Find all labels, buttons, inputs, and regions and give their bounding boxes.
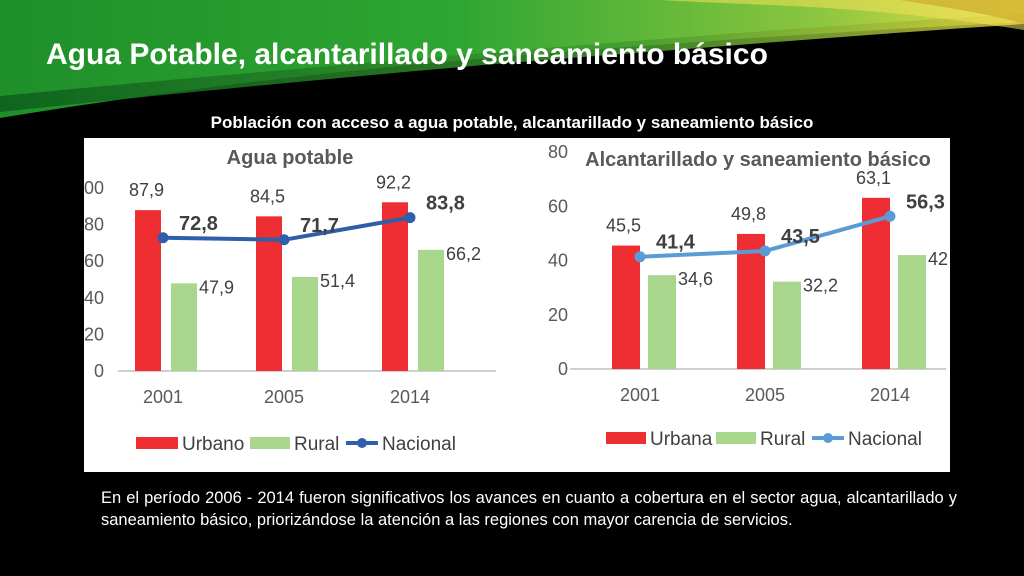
chart-1-national-data-label: 83,8	[426, 193, 465, 215]
chart-panel: Agua potable 0 20 40 60 80 00 2001 2005 2014 87,9 8…	[84, 138, 950, 472]
chart-2-national-data-label: 41,4	[656, 232, 696, 254]
chart-1-urban-data-label: 84,5	[250, 186, 285, 206]
chart-1-urban-data-label: 92,2	[376, 172, 411, 192]
chart-1-rural-bar	[292, 276, 318, 371]
chart-2-national-point	[884, 210, 896, 222]
chart-1-rural-bar	[418, 249, 444, 371]
chart-2-rural-data-label: 32,2	[803, 276, 838, 296]
chart-2-legend-label-rural: Rural	[760, 429, 805, 450]
chart-1-legend-swatch-urban	[136, 437, 178, 449]
body-text: En el período 2006 - 2014 fueron signifi…	[101, 489, 957, 529]
chart-2-legend-swatch-urban	[606, 432, 646, 444]
chart-1-rural-bar	[171, 283, 197, 371]
chart-1-x-tick-label: 2001	[143, 387, 183, 407]
chart-2-title: Alcantarillado y saneamiento básico	[585, 149, 931, 171]
chart-2-rural-data-label: 34,6	[678, 269, 713, 289]
chart-1-national-point	[278, 234, 290, 246]
chart-2-urban-bar	[612, 245, 640, 369]
chart-1-national-point	[404, 212, 416, 224]
chart-1-legend-swatch-rural	[250, 437, 290, 449]
chart-1-ytick-label: 60	[84, 251, 104, 271]
chart-1-rural-data-label: 51,4	[320, 271, 355, 291]
chart-2-national-data-label: 56,3	[906, 191, 945, 213]
chart-2-national-data-label: 43,5	[781, 226, 820, 248]
chart-1-ytick-label: 0	[94, 361, 104, 381]
chart-1-ytick-label: 80	[84, 215, 104, 235]
chart-2-legend-label-urban: Urbana	[650, 429, 713, 450]
chart-2-legend-swatch-rural	[716, 432, 756, 444]
chart-2-ytick-label: 80	[548, 142, 568, 162]
chart-2-legend-label-national: Nacional	[848, 429, 922, 450]
chart-2-legend-marker-national	[823, 433, 833, 443]
chart-1-legend-label-national: Nacional	[382, 434, 456, 455]
chart-2-urban-data-label: 49,8	[731, 204, 766, 224]
chart-2-x-tick-label: 2014	[870, 385, 910, 405]
chart-2-ytick-label: 60	[548, 196, 568, 216]
chart-1-national-point	[157, 232, 169, 244]
chart-1-legend-marker-national	[357, 438, 367, 448]
chart-2-ytick-label: 20	[548, 305, 568, 325]
chart-2-rural-data-label: 42	[928, 249, 948, 269]
chart-1-ytick-label: 40	[84, 288, 104, 308]
chart-2-x-tick-label: 2001	[620, 385, 660, 405]
chart-1-urban-bar	[256, 216, 282, 371]
chart-2-x-tick-label: 2005	[745, 385, 785, 405]
chart-1-rural-data-label: 47,9	[199, 277, 234, 297]
chart-2-urban-bar	[862, 197, 890, 369]
chart-1-rural-data-label: 66,2	[446, 244, 481, 264]
chart-2-national-point	[634, 251, 646, 263]
chart-1-national-data-label: 71,7	[300, 215, 339, 237]
chart-2-ytick-label: 40	[548, 251, 568, 271]
chart-1-x-tick-label: 2005	[264, 387, 304, 407]
chart-1-ytick-label: 00	[84, 178, 104, 198]
chart-1-ytick-label: 20	[84, 324, 104, 344]
slide-title: Agua Potable, alcantarillado y saneamien…	[46, 38, 768, 71]
chart-1-urban-bar	[135, 210, 161, 371]
chart-1-urban-data-label: 87,9	[129, 180, 164, 200]
chart-2-national-point	[759, 245, 771, 257]
decorative-green-swoosh	[0, 0, 1024, 118]
chart-2-rural-bar	[773, 281, 801, 369]
chart-1-urban-bar	[382, 202, 408, 371]
charts-svg: Agua potable 0 20 40 60 80 00 2001 2005 2014 87,9 8…	[84, 142, 948, 455]
chart-2-rural-bar	[648, 275, 676, 369]
chart-2-urban-data-label: 63,1	[856, 168, 891, 188]
chart-1-legend-label-urban: Urbano	[182, 434, 244, 455]
chart-2-urban-data-label: 45,5	[606, 216, 641, 236]
chart-2-ytick-label: 0	[558, 359, 568, 379]
chart-2-rural-bar	[898, 255, 926, 369]
chart-1-title: Agua potable	[227, 147, 354, 169]
chart-1-x-tick-label: 2014	[390, 387, 430, 407]
chart-1-national-data-label: 72,8	[179, 213, 218, 235]
chart-2-urban-bar	[737, 233, 765, 369]
chart-subtitle: Población con acceso a agua potable, alc…	[210, 113, 814, 132]
chart-1-legend-label-rural: Rural	[294, 434, 339, 455]
